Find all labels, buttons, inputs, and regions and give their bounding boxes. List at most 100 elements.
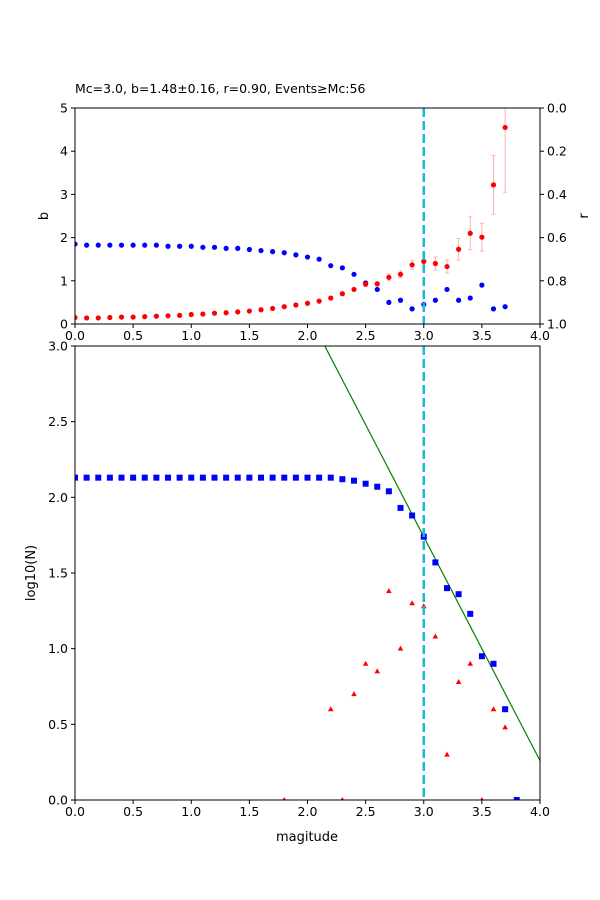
b-point	[328, 295, 334, 301]
cumulative-point	[269, 474, 276, 481]
noncumulative-point	[282, 797, 286, 800]
noncumulative-point	[397, 645, 404, 651]
cumulative-point	[502, 706, 509, 713]
x-tick-label: 4.0	[530, 328, 550, 343]
x-tick-label: 3.0	[414, 328, 434, 343]
cumulative-point	[234, 474, 241, 481]
cumulative-point	[490, 660, 497, 667]
r-point	[397, 297, 404, 303]
r-point	[281, 250, 287, 256]
noncumulative-point	[444, 751, 450, 757]
b-point	[95, 315, 101, 321]
b-point	[130, 314, 136, 320]
cumulative-point	[478, 653, 485, 660]
x-tick-label: 1.5	[239, 328, 259, 343]
r-point	[223, 245, 229, 251]
cumulative-point	[327, 474, 334, 481]
b-point	[270, 305, 276, 312]
noncumulative-point	[374, 668, 381, 674]
cumulative-point	[444, 585, 450, 592]
y-tick-label: 1.5	[48, 566, 68, 581]
cumulative-point	[316, 474, 323, 481]
r-point	[328, 263, 334, 269]
b-point	[397, 271, 404, 277]
r-point	[118, 242, 125, 248]
y-right-tick-label: 1.0	[547, 317, 567, 332]
noncumulative-point	[480, 797, 484, 800]
r-point	[502, 304, 508, 310]
cumulative-point	[199, 474, 206, 481]
x-tick-label: 0.5	[123, 328, 143, 343]
cumulative-point	[339, 476, 346, 483]
y-tick-label: 1	[60, 273, 68, 288]
cumulative-point	[467, 610, 474, 617]
x-tick-label: 3.5	[472, 804, 492, 819]
r-point	[467, 295, 473, 301]
b-point	[421, 258, 427, 264]
r-point	[177, 243, 183, 249]
y-right-tick-label: 0.0	[547, 101, 567, 116]
r-point	[246, 246, 252, 253]
b-point	[304, 300, 311, 306]
r-point	[351, 271, 357, 277]
cumulative-point	[258, 474, 264, 481]
cumulative-point	[223, 474, 230, 481]
cumulative-point	[95, 474, 102, 481]
cumulative-point	[118, 474, 125, 481]
y-tick-label: 1.0	[48, 641, 68, 656]
b-point	[502, 124, 508, 131]
cumulative-point	[141, 474, 148, 481]
axes-frame	[74, 345, 541, 801]
x-tick-label: 2.0	[298, 804, 318, 819]
cumulative-point	[246, 474, 253, 481]
y-right-tick-label: 0.4	[547, 187, 567, 202]
b-point	[456, 246, 462, 252]
y-right-tick-label: 0.2	[547, 144, 567, 159]
r-point	[188, 243, 194, 249]
x-tick-label: 2.5	[356, 328, 376, 343]
r-point	[479, 282, 485, 288]
cumulative-point	[397, 504, 404, 511]
r-point	[444, 286, 450, 293]
r-point	[386, 299, 392, 305]
noncumulative-point	[340, 797, 345, 800]
noncumulative-point	[502, 724, 508, 730]
b-point	[444, 263, 450, 270]
b-point	[258, 307, 264, 313]
b-point	[281, 304, 287, 310]
y-tick-label: 0.5	[48, 717, 68, 732]
r-point	[409, 306, 415, 312]
b-point	[84, 315, 90, 321]
noncumulative-point	[420, 603, 427, 609]
cumulative-point	[409, 512, 416, 519]
r-point	[75, 241, 78, 247]
x-tick-label: 1.0	[181, 804, 201, 819]
top-axes: 0.0 0.5 1.0 1.5 2.0 2.5 3.0 3.5 4.0 0 1 2 3 4 5 0.0 0.2 0…	[60, 101, 567, 344]
x-tick-label: 2.5	[356, 804, 376, 819]
cumulative-point	[176, 474, 183, 481]
cumulative-point	[130, 474, 137, 481]
cumulative-point	[106, 474, 113, 481]
y-tick-label: 0.0	[48, 793, 68, 808]
r-point	[270, 249, 276, 255]
r-point	[258, 247, 264, 254]
b-point	[75, 314, 78, 321]
cumulative-point	[374, 483, 381, 490]
b-point	[246, 308, 252, 314]
b-point	[188, 311, 194, 318]
cumulative-point	[304, 474, 311, 481]
y-tick-label: 0	[60, 317, 68, 332]
y-tick-label: 3.0	[48, 339, 68, 354]
b-point	[339, 291, 345, 297]
r-point	[490, 306, 497, 312]
cumulative-point	[455, 591, 462, 598]
cumulative-point	[432, 559, 439, 566]
b-point	[432, 260, 438, 267]
r-point	[339, 265, 345, 271]
noncumulative-point	[327, 706, 334, 712]
r-point	[456, 297, 462, 303]
plot-area	[75, 108, 508, 324]
plot-area	[75, 346, 540, 800]
cumulative-point	[83, 474, 90, 481]
b-point	[479, 234, 485, 240]
